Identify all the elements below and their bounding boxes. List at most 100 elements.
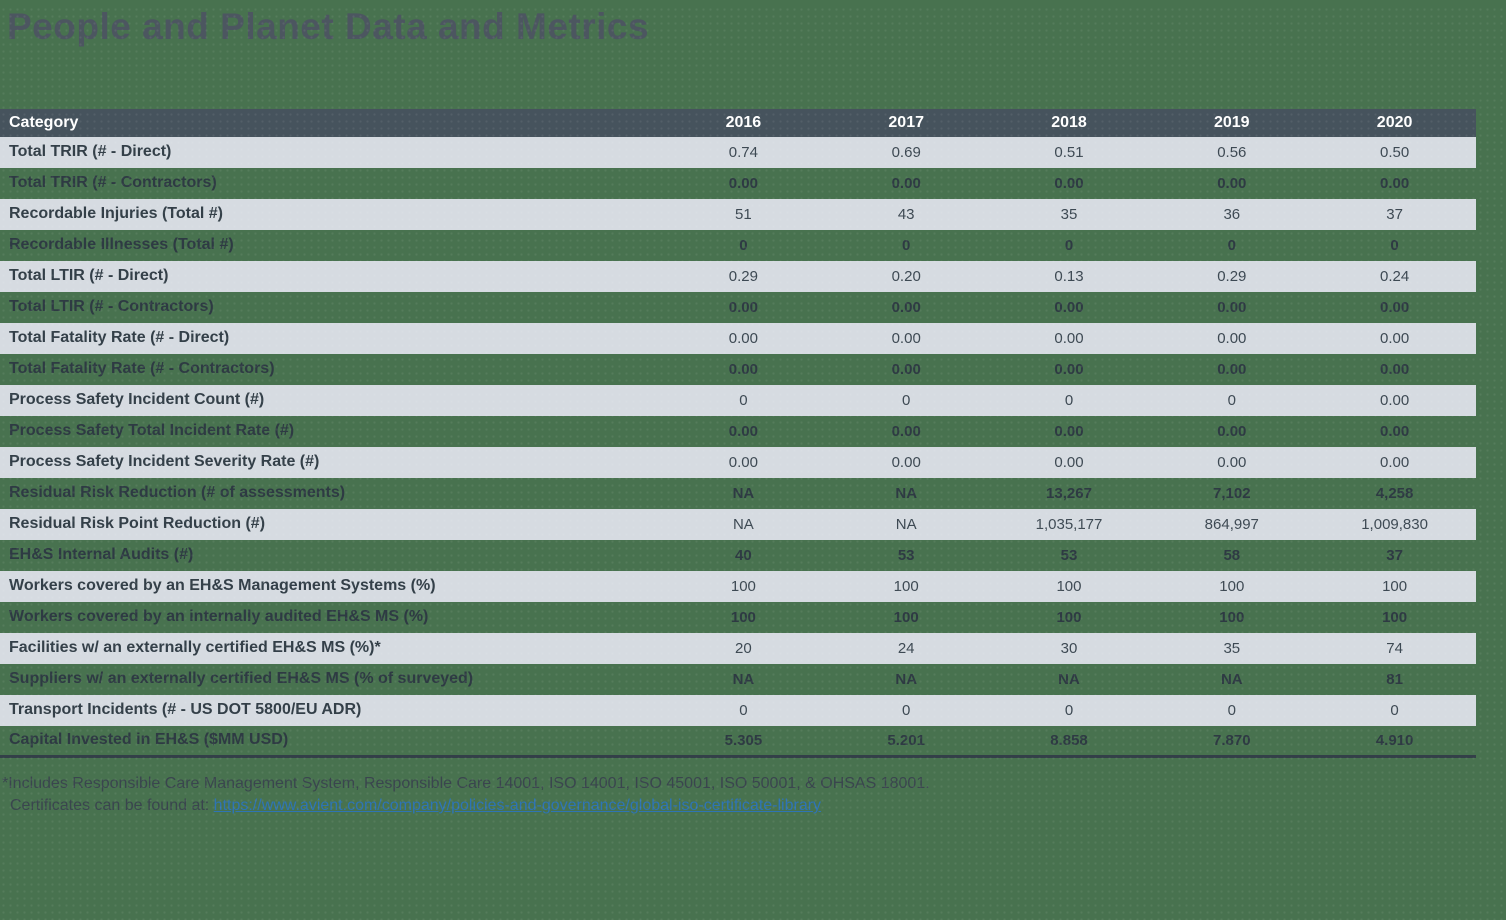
row-value: 5.305 — [724, 731, 763, 749]
row-value: 0.00 — [1379, 174, 1410, 192]
table-row: Transport Incidents (# - US DOT 5800/EU … — [0, 694, 1476, 726]
row-value: 0 — [1150, 694, 1314, 726]
row-category-label: Total TRIR (# - Contractors) — [9, 174, 217, 192]
table-row: Workers covered by an EH&S Management Sy… — [0, 570, 1476, 602]
row-value: 81 — [1386, 670, 1403, 688]
row-category-label: EH&S Internal Audits (#) — [9, 546, 194, 564]
row-value: 35 — [987, 198, 1151, 230]
column-header-year-2019: 2019 — [1150, 108, 1314, 137]
row-value: 100 — [1219, 608, 1245, 626]
row-value: 0 — [987, 694, 1151, 726]
table-row: Total Fatality Rate (# - Contractors) 0.0… — [0, 354, 1476, 385]
row-value: 100 — [1056, 608, 1082, 626]
row-value: 0.00 — [1313, 446, 1476, 478]
row-value: 100 — [730, 608, 756, 626]
table-row: Process Safety Total Incident Rate (#) 0.… — [0, 416, 1476, 447]
row-value: 0.00 — [728, 422, 758, 440]
table-row: EH&S Internal Audits (#) 40 53 53 58 37 — [0, 540, 1476, 571]
row-value: 0.00 — [891, 360, 921, 378]
footnote-line-2: Certificates can be found at: https://ww… — [2, 796, 1506, 816]
row-value: 100 — [662, 570, 825, 602]
table-row: Residual Risk Point Reduction (#) NA NA 1,0… — [0, 508, 1476, 540]
row-value: 0.69 — [824, 136, 988, 168]
row-category-label: Total LTIR (# - Direct) — [0, 260, 662, 292]
row-value: 37 — [1386, 546, 1403, 564]
certificate-library-link[interactable]: https://www.avient.com/company/policies-… — [213, 797, 822, 815]
row-value: 4.910 — [1375, 731, 1414, 749]
row-category-label: Process Safety Incident Severity Rate (#… — [0, 446, 662, 478]
row-value: 58 — [1223, 546, 1241, 564]
row-value: 0 — [1313, 694, 1476, 726]
row-value: 51 — [662, 198, 825, 230]
row-value: 0.00 — [987, 446, 1151, 478]
row-value: 0.00 — [891, 422, 921, 440]
row-value: 0.00 — [1150, 322, 1314, 354]
row-value: 0.00 — [1150, 446, 1314, 478]
row-value: 0.50 — [1313, 136, 1476, 168]
row-value: NA — [824, 508, 988, 540]
row-value: 37 — [1313, 198, 1476, 230]
row-value: 0.00 — [1054, 174, 1084, 192]
row-value: 0.00 — [1054, 422, 1084, 440]
row-value: 74 — [1313, 632, 1476, 664]
row-value: 0 — [1064, 236, 1074, 254]
table-row: Facilities w/ an externally certified EH… — [0, 632, 1476, 664]
row-category-label: Capital Invested in EH&S ($MM USD) — [9, 731, 289, 749]
row-value: 36 — [1150, 198, 1314, 230]
row-value: NA — [662, 508, 825, 540]
row-category-label: Total Fatality Rate (# - Direct) — [0, 322, 662, 354]
metrics-table: Category 2016 2017 2018 2019 2020 Total TRIR … — [0, 108, 1476, 759]
row-value: 0.00 — [1054, 298, 1084, 316]
row-value: 53 — [897, 546, 915, 564]
row-value: 13,267 — [1046, 484, 1092, 502]
row-value: 0.00 — [728, 298, 758, 316]
row-value: 0.00 — [1217, 298, 1247, 316]
table-body: Total TRIR (# - Direct) 0.74 0.69 0.51 0.56 0… — [0, 136, 1476, 757]
row-category-label: Total TRIR (# - Direct) — [0, 136, 662, 168]
row-value: 0.00 — [728, 360, 758, 378]
row-value: 0 — [662, 384, 825, 416]
row-value: 0.00 — [1379, 360, 1410, 378]
column-header-year-2018: 2018 — [987, 108, 1151, 137]
row-value: 0.20 — [824, 260, 988, 292]
row-category-label: Total LTIR (# - Contractors) — [9, 298, 214, 316]
row-value: 0.00 — [1054, 360, 1084, 378]
table-header-row: Category 2016 2017 2018 2019 2020 — [0, 108, 1476, 137]
row-value: NA — [895, 484, 918, 502]
column-header-category: Category — [0, 108, 662, 137]
row-category-label: Facilities w/ an externally certified EH… — [0, 632, 662, 664]
row-value: 5.201 — [887, 731, 925, 749]
table-row: Total LTIR (# - Direct) 0.29 0.20 0.13 0.29 0… — [0, 260, 1476, 292]
row-value: 0 — [824, 694, 988, 726]
row-value: NA — [895, 670, 918, 688]
row-value: 100 — [893, 608, 919, 626]
row-value: 0 — [662, 694, 825, 726]
column-header-year-2017: 2017 — [824, 108, 988, 137]
row-value: 7,102 — [1213, 484, 1251, 502]
row-value: 1,009,830 — [1313, 508, 1476, 540]
row-category-label: Process Safety Incident Count (#) — [0, 384, 662, 416]
page: People and Planet Data and Metrics Categ… — [0, 6, 1506, 920]
row-category-label: Residual Risk Point Reduction (#) — [0, 508, 662, 540]
row-category-label: Recordable Injuries (Total #) — [0, 198, 662, 230]
footnote: *Includes Responsible Care Management Sy… — [2, 774, 1506, 816]
row-value: 8.858 — [1050, 731, 1088, 749]
row-value: 53 — [1060, 546, 1078, 564]
row-value: 0 — [1150, 384, 1314, 416]
row-value: 0.00 — [1217, 174, 1247, 192]
row-value: NA — [732, 670, 755, 688]
row-value: 0 — [1227, 236, 1236, 254]
table-row: Workers covered by an internally audited… — [0, 602, 1476, 633]
row-value: 0 — [739, 236, 748, 254]
row-value: 0.00 — [1313, 384, 1476, 416]
row-value: NA — [1220, 670, 1243, 688]
row-category-label: Workers covered by an EH&S Management Sy… — [0, 570, 662, 602]
table-header: Category 2016 2017 2018 2019 2020 — [0, 108, 1476, 137]
row-value: 100 — [987, 570, 1151, 602]
row-value: 0.00 — [1313, 322, 1476, 354]
row-value: 0.56 — [1150, 136, 1314, 168]
row-value: 40 — [735, 546, 752, 564]
table-row: Total TRIR (# - Contractors) 0.00 0.00 0.00… — [0, 168, 1476, 199]
row-value: 0.29 — [662, 260, 825, 292]
row-value: 0.00 — [1379, 422, 1410, 440]
